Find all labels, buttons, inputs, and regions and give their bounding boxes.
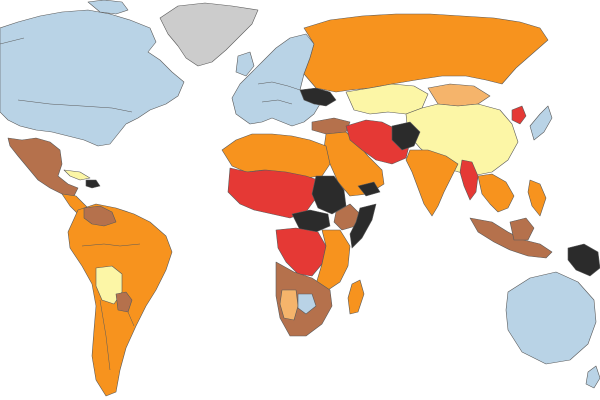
indonesia xyxy=(469,217,553,259)
venezuela xyxy=(83,205,117,227)
japan xyxy=(529,105,553,141)
uk-ireland xyxy=(235,51,255,77)
afghanistan xyxy=(391,121,421,151)
mexico xyxy=(7,137,79,197)
europe xyxy=(231,33,321,127)
paraguay xyxy=(115,291,133,313)
north-korea xyxy=(511,105,527,125)
east-africa xyxy=(315,229,351,291)
greenland xyxy=(159,2,259,67)
new-zealand xyxy=(585,365,600,389)
sahel xyxy=(227,167,319,219)
southeast-asia xyxy=(477,173,515,213)
madagascar xyxy=(347,279,365,315)
haiti xyxy=(85,179,101,189)
philippines xyxy=(527,179,547,217)
yemen xyxy=(357,181,381,197)
namibia xyxy=(279,289,299,321)
canadian-island xyxy=(87,0,129,15)
myanmar xyxy=(459,159,479,201)
dr-congo xyxy=(275,227,327,277)
caribbean xyxy=(63,169,91,181)
papua-new-guinea xyxy=(567,243,600,277)
north-america xyxy=(0,9,185,147)
australia xyxy=(505,271,597,365)
india xyxy=(405,149,459,217)
botswana xyxy=(297,293,317,315)
russia xyxy=(303,13,549,93)
somalia xyxy=(349,203,377,249)
borneo xyxy=(509,217,535,241)
